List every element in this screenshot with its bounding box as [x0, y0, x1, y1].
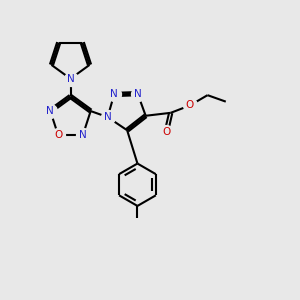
Text: N: N [79, 130, 87, 140]
Text: N: N [134, 89, 142, 99]
Text: O: O [162, 127, 170, 137]
Text: N: N [67, 74, 74, 84]
Text: O: O [54, 130, 62, 140]
Text: N: N [46, 106, 54, 116]
Text: O: O [186, 100, 194, 110]
Text: N: N [110, 89, 118, 100]
Text: N: N [104, 112, 112, 122]
